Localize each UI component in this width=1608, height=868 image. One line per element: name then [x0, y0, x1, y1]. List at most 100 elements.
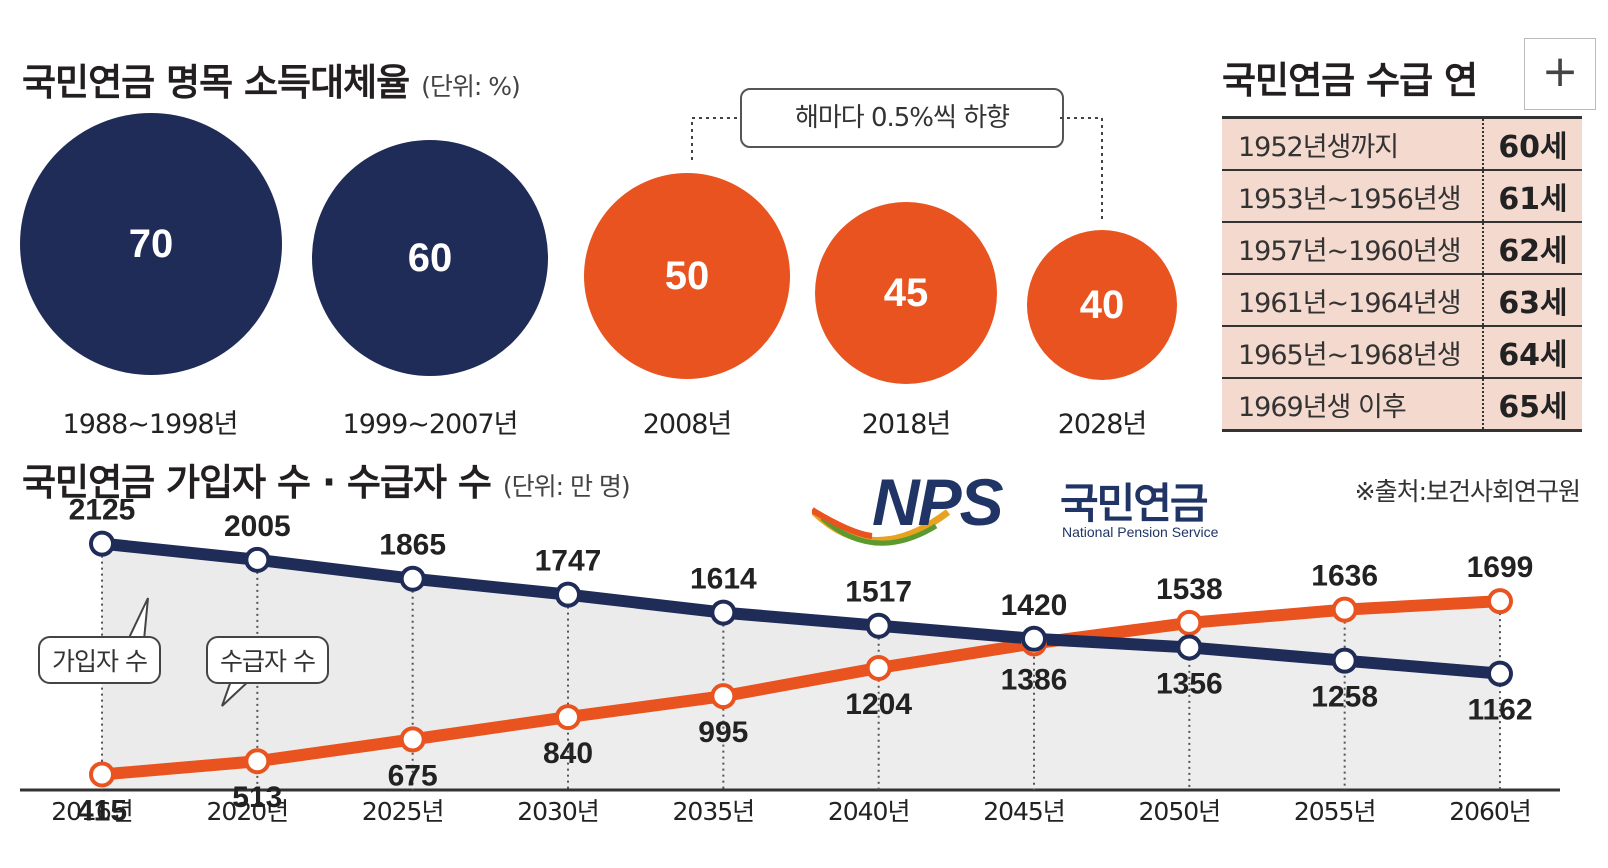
subscribers-chart-title-text: 국민연금 가입자 수 · 수급자 수 — [22, 461, 492, 504]
rate-value: 60 — [407, 235, 453, 280]
subscribers-value-label: 1865 — [379, 529, 446, 562]
x-tick-label: 2025년 — [362, 797, 444, 826]
subscribers-line — [96, 537, 1506, 680]
subscribers-point — [1176, 634, 1203, 661]
subscribers-value-label: 1614 — [690, 563, 757, 596]
x-tick-label: 2050년 — [1139, 797, 1221, 826]
area-between-series — [102, 543, 1500, 775]
logo-nps-text: NPS — [872, 465, 1004, 539]
logo-korean-text: 국민연금 — [1060, 479, 1209, 528]
x-tick-label: 2040년 — [828, 797, 910, 826]
recipients-point — [1487, 588, 1513, 615]
recipients-value-label: 415 — [77, 794, 127, 827]
recipients-value-label: 1204 — [845, 688, 912, 721]
recipients-line — [96, 595, 1506, 781]
table-row: 1965년~1968년생 64세 — [1222, 326, 1582, 379]
x-tick-label: 2030년 — [517, 797, 599, 826]
cohort-cell: 1953년~1956년생 — [1222, 170, 1483, 223]
recipients-value-label: 1538 — [1156, 573, 1223, 606]
age-cell: 61세 — [1482, 170, 1582, 223]
recipients-point — [1331, 596, 1358, 623]
period-label-2028: 2028년 — [1057, 409, 1148, 440]
logo-english-text: National Pension Service — [1062, 524, 1219, 540]
cohort-cell: 1969년생 이후 — [1222, 378, 1483, 431]
recipients-value-label: 995 — [698, 716, 748, 749]
legend-pointer-recipients — [221, 677, 253, 707]
nps-logo: NPS 국민연금 National Pension Service — [812, 464, 1252, 574]
period-label-2018: 2018년 — [861, 409, 952, 440]
age-cell: 62세 — [1482, 222, 1582, 275]
table-row: 1952년생까지 60세 — [1222, 117, 1582, 171]
table-row: 1953년~1956년생 61세 — [1222, 170, 1582, 223]
rate-value: 45 — [883, 270, 929, 315]
recipients-point — [244, 748, 271, 775]
rate-value: 50 — [664, 253, 710, 298]
subscribers-point — [89, 530, 115, 557]
table-row: 1969년생 이후 65세 — [1222, 378, 1582, 431]
subscribers-chart-unit: (단위: 만 명) — [502, 472, 631, 501]
recipients-point — [89, 761, 115, 788]
recipients-point — [1176, 609, 1203, 636]
cohort-cell: 1965년~1968년생 — [1222, 326, 1483, 379]
cohort-cell: 1961년~1964년생 — [1222, 274, 1483, 327]
replacement-rate-title: 국민연금 명목 소득대체율 (단위: %) — [22, 52, 521, 106]
cohort-cell: 1952년생까지 — [1222, 117, 1483, 171]
x-tick-label: 2016년 — [51, 797, 133, 826]
subscribers-value-label: 1420 — [1001, 589, 1068, 622]
age-cell: 64세 — [1482, 326, 1582, 379]
rate-value: 40 — [1079, 282, 1125, 327]
legend-callout-subscribers: 가입자 수 — [38, 636, 161, 684]
subscribers-point — [1021, 625, 1047, 652]
subscribers-value-label: 1747 — [535, 545, 602, 578]
subscribers-point — [865, 612, 892, 639]
replacement-rate-unit: (단위: %) — [421, 72, 521, 101]
source-note: ※출처:보건사회연구원 — [1354, 477, 1581, 506]
table-row: 1961년~1964년생 63세 — [1222, 274, 1582, 327]
subscribers-value-label: 1258 — [1311, 681, 1378, 714]
subscribers-value-label: 2005 — [224, 510, 291, 543]
recipients-value-label: 840 — [543, 737, 593, 770]
pension-age-title: 국민연금 수급 연 — [1222, 59, 1478, 102]
x-tick-label: 2020년 — [207, 797, 289, 826]
rate-value: 70 — [128, 221, 174, 266]
subscribers-value-label: 1517 — [845, 576, 912, 609]
period-label-1988-1998: 1988~1998년 — [62, 409, 239, 440]
replacement-rate-title-text: 국민연금 명목 소득대체율 — [22, 61, 410, 104]
pension-age-table: 1952년생까지 60세 1953년~1956년생 61세 1957년~1960년생… — [1222, 116, 1582, 432]
x-tick-label: 2035년 — [673, 797, 755, 826]
subscribers-point — [1331, 647, 1358, 674]
age-cell: 60세 — [1482, 117, 1582, 171]
x-tick-label: 2060년 — [1449, 797, 1531, 826]
cohort-cell: 1957년~1960년생 — [1222, 222, 1483, 275]
subscribers-point — [244, 546, 271, 573]
subscribers-chart-title: 국민연금 가입자 수 · 수급자 수 (단위: 만 명) — [22, 452, 631, 506]
recipients-value-label: 675 — [388, 759, 438, 792]
age-cell: 63세 — [1482, 274, 1582, 327]
subscribers-point — [710, 599, 737, 626]
annual-decrease-callout: 해마다 0.5%씩 하향 — [740, 88, 1064, 148]
rate-circle-1988-1998: 70 — [20, 113, 282, 375]
table-row: 1957년~1960년생 62세 — [1222, 222, 1582, 275]
recipients-value-label: 513 — [232, 781, 282, 814]
recipients-value-label: 1386 — [1001, 663, 1068, 696]
subscribers-value-label: 2125 — [69, 494, 136, 527]
nps-logo-swoosh-icon — [812, 507, 951, 546]
subscribers-point — [555, 581, 581, 608]
subscribers-value-label: 1162 — [1467, 694, 1532, 727]
recipients-point — [710, 683, 737, 710]
rate-circle-1999-2007: 60 — [312, 140, 548, 376]
period-label-1999-2007: 1999~2007년 — [342, 409, 519, 440]
recipients-point — [555, 704, 581, 731]
rate-circle-2028: 40 — [1027, 230, 1177, 380]
recipients-point — [865, 654, 892, 681]
subscribers-point — [1487, 660, 1513, 687]
recipients-value-label: 1636 — [1311, 560, 1378, 593]
age-cell: 65세 — [1482, 378, 1582, 431]
period-label-2008: 2008년 — [642, 409, 733, 440]
recipients-point — [399, 726, 426, 753]
expand-button[interactable]: + — [1524, 38, 1596, 110]
subscribers-point — [399, 565, 426, 592]
legend-callout-recipients: 수급자 수 — [206, 636, 329, 684]
rate-circle-2008: 50 — [584, 173, 790, 379]
